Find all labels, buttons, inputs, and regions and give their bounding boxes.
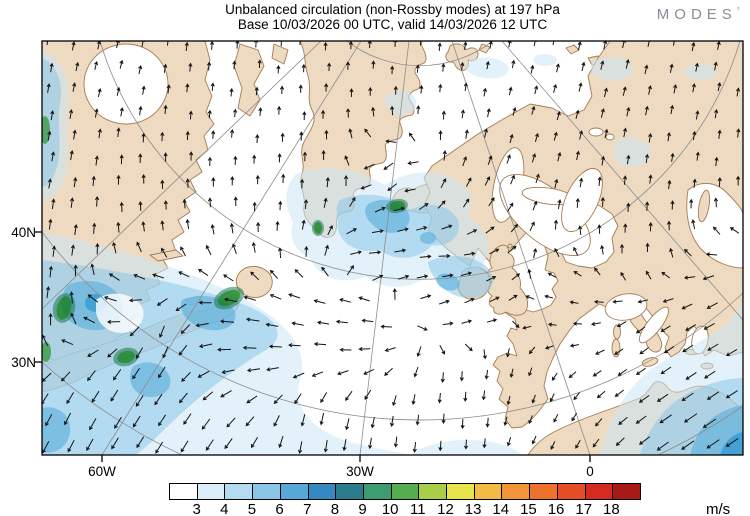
colorbar-tick: 14	[492, 501, 510, 516]
colorbar-cell	[474, 484, 503, 499]
colorbar-cell	[308, 484, 337, 499]
colorbar-cell	[419, 484, 448, 499]
colorbar-cell	[197, 484, 226, 499]
colorbar-tick: 7	[303, 501, 312, 516]
colorbar-cell	[336, 484, 364, 499]
wind-arrows	[42, 41, 741, 454]
sea-hudson-bay	[83, 43, 169, 125]
lat-label-40n: 40N	[11, 225, 36, 240]
colorbar-cell	[447, 484, 475, 499]
land-svalbard-2	[478, 43, 491, 54]
land-anticosti	[149, 249, 184, 262]
colorbar-tick: 18	[603, 501, 620, 516]
colorbar-tick: 15	[520, 501, 537, 516]
colorbar-tick: 9	[358, 501, 367, 516]
land-kara-island	[697, 189, 711, 223]
colorbar-cell	[502, 484, 531, 499]
colorbar-tick: 4	[220, 501, 229, 516]
plot-titles: Unbalanced circulation (non-Rossby modes…	[42, 2, 743, 32]
colorbar-tick: 13	[464, 501, 482, 516]
plot-title: Unbalanced circulation (non-Rossby modes…	[225, 2, 560, 17]
lat-label-30n: 30N	[11, 355, 36, 370]
colorbar-cell	[557, 484, 586, 499]
colorbar-tick: 11	[410, 501, 426, 516]
lake-ladoga	[588, 127, 604, 137]
colorbar-cell	[391, 484, 420, 499]
land-shetland	[507, 243, 513, 249]
modes-logo: MODES°	[657, 6, 740, 23]
lake-onega	[605, 133, 615, 141]
sea-white-sea	[561, 168, 603, 232]
colorbar-tick: 12	[437, 501, 454, 516]
colorbar-cell	[530, 484, 558, 499]
land-baffin	[233, 43, 265, 117]
modes-logo-mark: °	[736, 6, 740, 15]
lon-label-0: 0	[586, 464, 594, 479]
axis-ticks	[35, 231, 591, 462]
colorbar-cell	[280, 484, 309, 499]
graticule	[42, 41, 743, 455]
colorbar-tick: 10	[381, 501, 399, 516]
modes-logo-text: MODES	[656, 6, 737, 23]
colorbar-tick: 6	[275, 501, 284, 516]
colorbar-tick: 16	[547, 501, 565, 516]
colorbar-cell	[363, 484, 392, 499]
map-frame	[41, 40, 744, 456]
lon-label-30w: 30W	[346, 464, 374, 479]
colorbar-tick: 5	[247, 501, 257, 516]
colorbar-tick: 8	[330, 501, 340, 516]
land-corsica	[613, 324, 621, 340]
colorbar-cell	[585, 484, 614, 499]
colorbar-unit-label: m/s	[706, 501, 731, 516]
colorbar-cell	[225, 484, 254, 499]
sea-adriatic	[638, 306, 670, 344]
colorbar-tick: 3	[192, 501, 201, 516]
colorbar-cell	[170, 484, 198, 499]
colorbar-cell	[613, 484, 640, 499]
plot-subtitle: Base 10/03/2026 00 UTC, valid 14/03/2026…	[237, 17, 548, 32]
lon-label-60w: 60W	[88, 464, 116, 479]
colorbar-cell	[253, 484, 281, 499]
land-sicily	[641, 357, 659, 367]
land-baffin-2	[271, 43, 289, 65]
colorbar-tick-labels: 3 4 5 6 7 8 9 10 11 12 13 14 15 16 17 18	[169, 501, 639, 516]
wind-arrow-glyphs	[42, 41, 741, 454]
colorbar	[169, 483, 641, 500]
inland-seas	[83, 43, 743, 355]
map-canvas	[35, 40, 744, 462]
colorbar-tick: 17	[575, 501, 593, 516]
land-newfoundland	[235, 265, 273, 298]
